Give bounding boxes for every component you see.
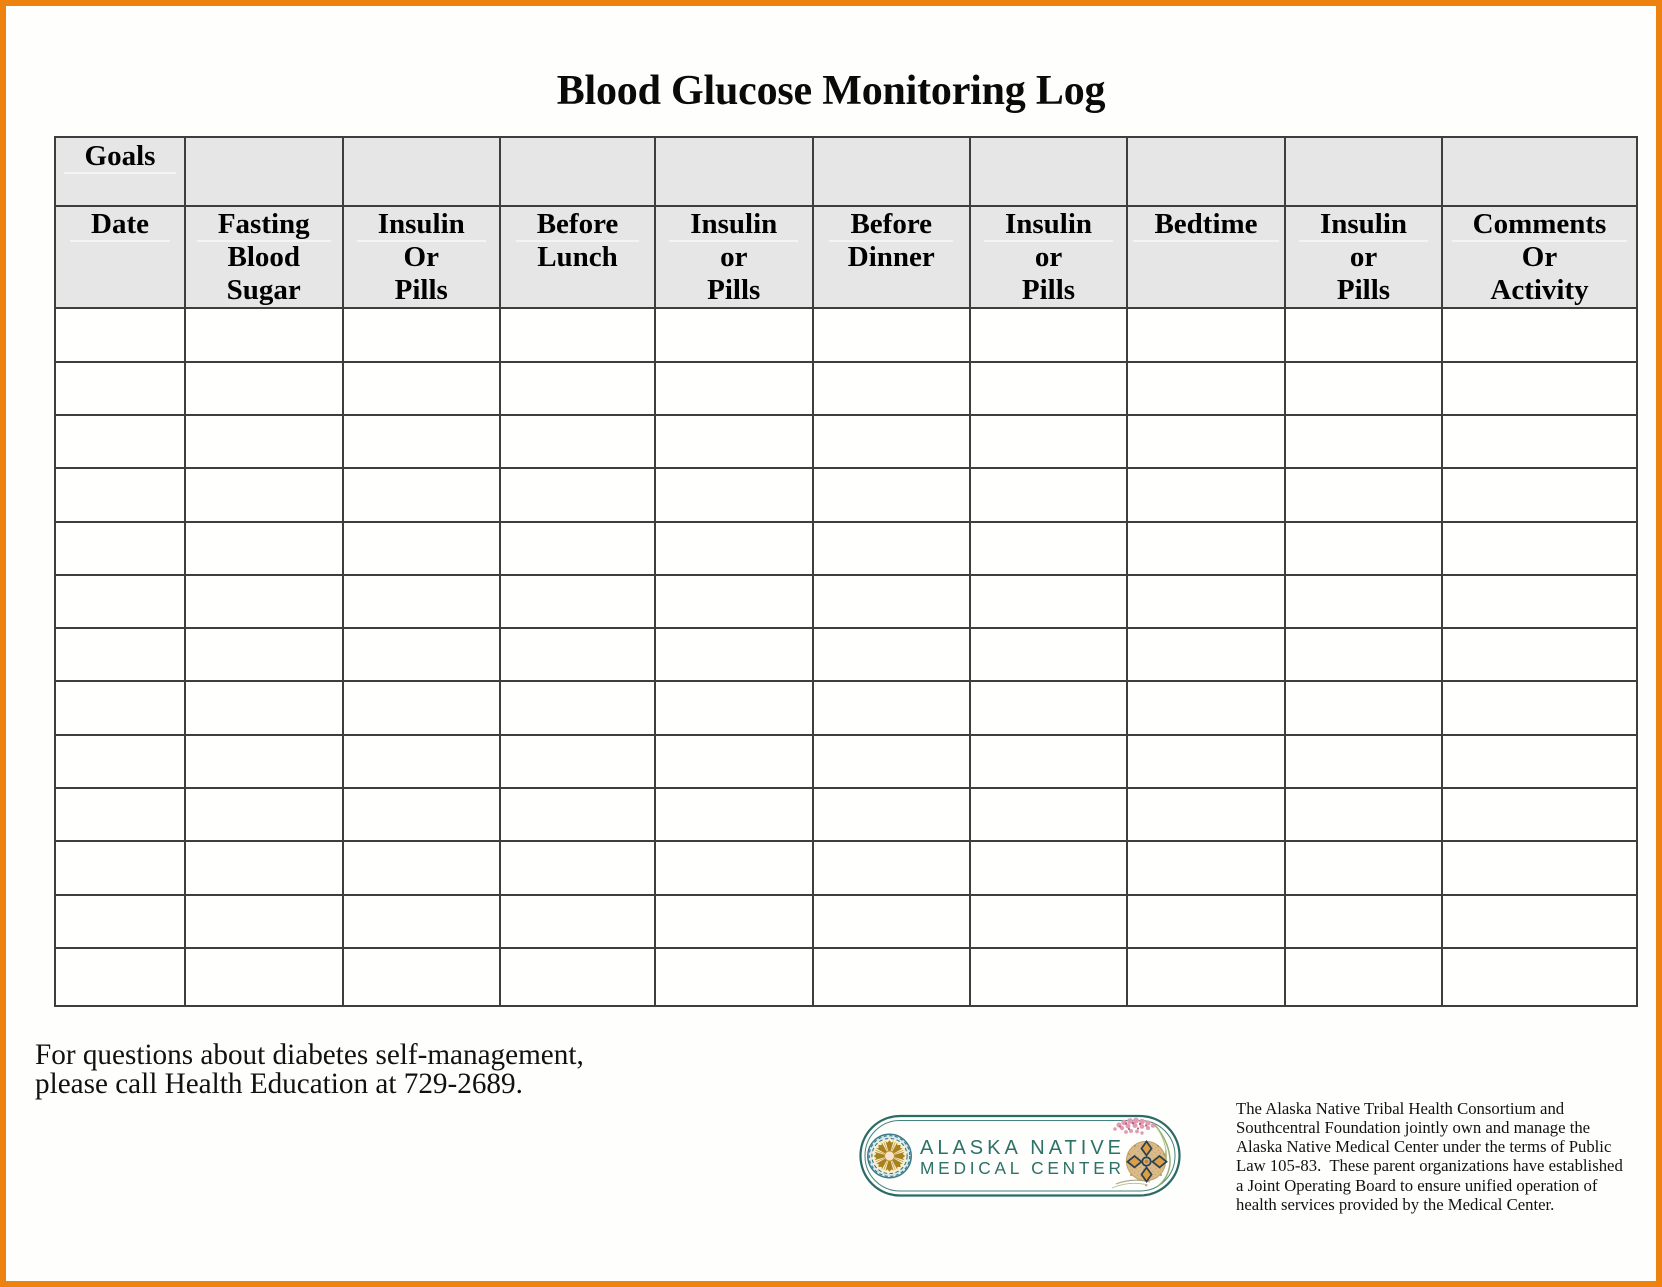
svg-text:ALASKA NATIVE: ALASKA NATIVE xyxy=(920,1137,1121,1159)
svg-text:MEDICAL CENTER: MEDICAL CENTER xyxy=(920,1158,1121,1178)
